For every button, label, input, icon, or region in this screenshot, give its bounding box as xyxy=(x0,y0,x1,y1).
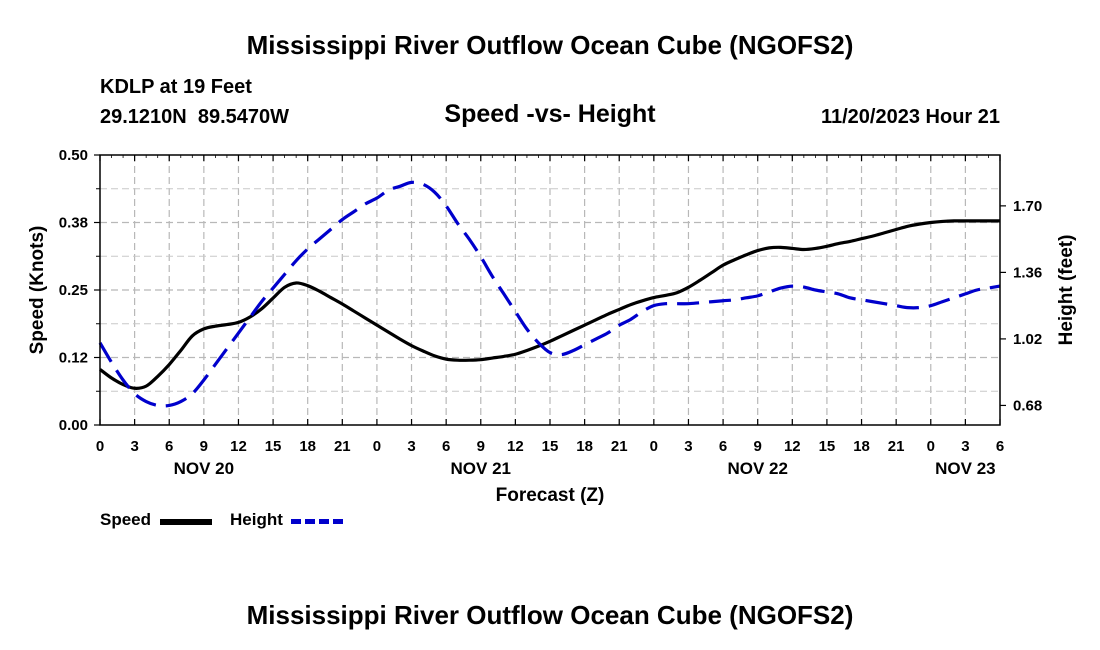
x-tick-label: 0 xyxy=(927,438,935,455)
x-axis-title: Forecast (Z) xyxy=(496,485,605,506)
y-left-tick-label: 0.00 xyxy=(59,417,88,434)
y-right-tick-label: 1.70 xyxy=(1013,198,1042,215)
axis-ticks xyxy=(94,154,1006,426)
x-tick-label: 12 xyxy=(230,438,247,455)
series-lines xyxy=(98,180,1001,408)
x-tick-label: 21 xyxy=(611,438,628,455)
y-left-axis-title: Speed (Knots) xyxy=(27,226,48,355)
x-tick-label: 6 xyxy=(442,438,450,455)
x-date-label: NOV 23 xyxy=(935,459,995,478)
x-tick-label: 3 xyxy=(407,438,415,455)
x-tick-label: 18 xyxy=(576,438,593,455)
x-tick-label: 9 xyxy=(477,438,485,455)
x-tick-label: 3 xyxy=(961,438,969,455)
x-tick-label: 0 xyxy=(373,438,381,455)
station-label: KDLP at 19 Feet xyxy=(100,76,252,98)
axis-labels: 0 3 6 9 12 15 18 21 0 3 6 9 12 15 18 21 0 3 6 9 12 15 18 21 0 3 6 0… xyxy=(27,147,1077,506)
x-tick-label: 15 xyxy=(819,438,836,455)
chart-title: Mississippi River Outflow Ocean Cube (NG… xyxy=(246,30,854,60)
forecast-timestamp: 11/20/2023 Hour 21 xyxy=(820,106,1000,128)
chart-canvas: 0 3 6 9 12 15 18 21 0 3 6 9 12 15 18 21 0 3 6 9 12 15 18 21 0 3 6 0… xyxy=(27,147,1077,506)
series-line-height xyxy=(98,180,1001,408)
x-tick-label: 15 xyxy=(265,438,282,455)
y-left-tick-label: 0.25 xyxy=(59,282,88,299)
x-tick-label: 12 xyxy=(507,438,524,455)
x-tick-label: 9 xyxy=(754,438,762,455)
y-right-tick-label: 1.02 xyxy=(1013,331,1042,348)
x-tick-label: 0 xyxy=(650,438,658,455)
y-left-tick-label: 0.12 xyxy=(59,350,88,367)
x-tick-label: 21 xyxy=(334,438,351,455)
x-tick-label: 12 xyxy=(784,438,801,455)
x-tick-label: 6 xyxy=(719,438,727,455)
x-tick-label: 18 xyxy=(853,438,870,455)
y-right-tick-label: 0.68 xyxy=(1013,397,1042,414)
x-date-label: NOV 20 xyxy=(174,459,234,478)
x-tick-label: 15 xyxy=(542,438,559,455)
x-date-label: NOV 21 xyxy=(451,459,511,478)
legend-height-line xyxy=(291,519,343,524)
x-tick-label: 6 xyxy=(165,438,173,455)
station-coords: 29.1210N 89.5470W xyxy=(100,106,290,128)
y-left-tick-label: 0.38 xyxy=(59,215,88,232)
legend-speed-line xyxy=(160,519,212,525)
x-tick-label: 0 xyxy=(96,438,104,455)
y-right-tick-label: 1.36 xyxy=(1013,264,1042,281)
x-tick-label: 18 xyxy=(299,438,316,455)
series-line-speed xyxy=(99,219,1000,390)
chart-subtitle: Speed -vs- Height xyxy=(444,100,656,128)
x-tick-label: 3 xyxy=(684,438,692,455)
x-tick-label: 3 xyxy=(130,438,138,455)
bottom-title: Mississippi River Outflow Ocean Cube (NG… xyxy=(246,600,854,630)
legend-speed-label: Speed xyxy=(100,510,152,529)
y-left-tick-label: 0.50 xyxy=(59,147,88,164)
legend-height-label: Height xyxy=(230,510,283,529)
x-tick-label: 9 xyxy=(200,438,208,455)
x-date-label: NOV 22 xyxy=(727,459,787,478)
x-tick-label: 6 xyxy=(996,438,1004,455)
y-right-axis-title: Height (feet) xyxy=(1056,235,1077,346)
grid-lines xyxy=(100,155,1000,425)
x-tick-label: 21 xyxy=(888,438,905,455)
